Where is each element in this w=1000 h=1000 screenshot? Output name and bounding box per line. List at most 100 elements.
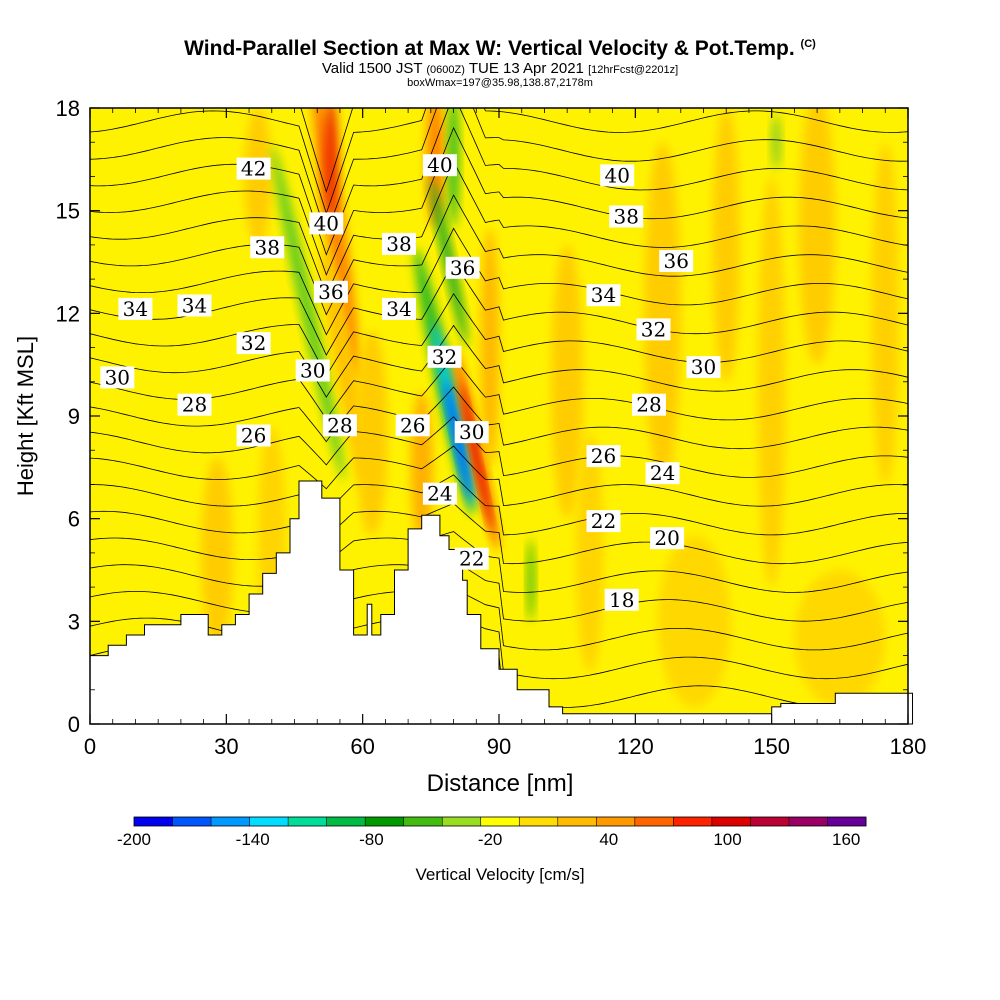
isentrope-label: 30: [454, 420, 489, 444]
isentrope-label-text: 22: [459, 547, 484, 571]
isentrope-label-box: [454, 547, 489, 570]
isentrope-label-text: 18: [609, 588, 634, 612]
isentrope-label-text: 30: [691, 355, 716, 379]
isentrope-line: [90, 474, 908, 536]
isentrope-label-box: [322, 414, 357, 437]
valid-date: TUE 13 Apr 2021: [468, 60, 584, 77]
isentrope-label: 20: [650, 526, 685, 550]
isentrope-label-text: 32: [641, 317, 666, 341]
y-tick-label: 0: [68, 712, 80, 737]
isentrope-label: 42: [236, 157, 271, 181]
isentrope-label: 18: [604, 588, 639, 612]
colorbar-tick-label: 40: [599, 830, 618, 849]
x-tick-label: 0: [84, 734, 96, 759]
chart-subtitle: boxWmax=197@35.98,138.87,2178m: [407, 77, 593, 89]
velocity-cell: [460, 383, 493, 531]
y-tick-label: 15: [56, 199, 80, 224]
colorbar-tick-label: -200: [117, 830, 151, 849]
colorbar-swatch: [326, 817, 366, 826]
isentrope-label: 28: [322, 413, 357, 437]
isentrope-label-text: 32: [432, 345, 457, 369]
y-tick-label: 9: [68, 404, 80, 429]
isentrope-label-box: [454, 421, 489, 444]
isentrope-label-box: [645, 462, 680, 485]
colorbar-swatch: [596, 817, 636, 826]
chart-title-copyright: (C): [800, 38, 816, 50]
isentrope-line: [90, 292, 908, 377]
isentrope-label: 40: [422, 153, 457, 177]
velocity-cell: [355, 330, 388, 536]
x-tick-label: 150: [753, 734, 790, 759]
colorbar-swatch: [211, 817, 251, 826]
colorbar-tick-label: 160: [832, 830, 860, 849]
isentrope-label-text: 36: [663, 249, 688, 273]
colorbar-swatch: [365, 817, 405, 826]
isentrope-label-box: [295, 359, 330, 382]
chart-title: Wind-Parallel Section at Max W: Vertical…: [0, 37, 1000, 61]
isentrope-label: 22: [454, 547, 489, 571]
x-tick-label: 120: [617, 734, 654, 759]
x-tick-label: 180: [890, 734, 927, 759]
isentrope-label-box: [382, 297, 416, 320]
isentrope-line: [90, 108, 908, 236]
isentrope-label: 34: [118, 297, 153, 321]
velocity-cell: [576, 433, 604, 673]
velocity-cell: [871, 142, 899, 485]
isentrope-label-text: 24: [427, 482, 452, 506]
isentrope-label: 34: [177, 294, 212, 318]
isentrope-label: 38: [250, 235, 285, 259]
forecast-tag: [12hrFcst@2201z]: [588, 64, 679, 76]
isentrope-label-text: 32: [241, 331, 266, 355]
isentrope-label-box: [309, 212, 344, 235]
isentrope-label: 36: [313, 280, 348, 304]
isentrope-label: 22: [586, 509, 621, 533]
isentrope-label: 26: [236, 424, 271, 448]
velocity-cell: [527, 539, 535, 622]
isentrope-line: [90, 445, 908, 507]
isentrope-line: [90, 416, 908, 478]
colorbar-swatch: [403, 817, 443, 826]
isentrope-label-text: 30: [459, 420, 484, 444]
isentrope-label-box: [445, 256, 480, 279]
isentrope-line: [90, 108, 908, 215]
isentrope-label-text: 26: [241, 424, 266, 448]
isentrope-label-box: [236, 424, 271, 447]
colorbar-swatch: [249, 817, 289, 826]
isentrope-label: 36: [445, 256, 480, 280]
isentrope-line: [90, 260, 908, 356]
isentrope-label-box: [636, 318, 671, 341]
colorbar-swatch: [288, 817, 328, 826]
isentrope-line: [90, 160, 908, 296]
isentrope-label: 32: [636, 317, 671, 341]
isentrope-label: 40: [309, 211, 344, 235]
y-tick-label: 18: [56, 96, 80, 121]
isentrope-label: 38: [609, 205, 644, 229]
isentrope-label-text: 38: [386, 232, 411, 256]
isentrope-line: [90, 587, 908, 651]
colorbar-tick-label: -20: [478, 830, 503, 849]
isentrope-label-box: [250, 236, 285, 259]
isentrope-label: 40: [600, 163, 635, 187]
isentrope-label: 38: [382, 232, 416, 256]
isentrope-label-box: [686, 356, 721, 379]
isentrope-label: 30: [295, 359, 330, 383]
isentrope-label: 30: [100, 365, 135, 389]
isentrope-label-box: [586, 510, 621, 533]
isentrope-label: 24: [645, 461, 680, 485]
isentrope-label-text: 24: [650, 461, 675, 485]
valid-time-line: Valid 1500 JST (0600Z) TUE 13 Apr 2021 […: [0, 60, 1000, 77]
isentrope-label-text: 40: [314, 211, 339, 235]
isentrope-label-text: 28: [182, 393, 207, 417]
chart-title-main: Wind-Parallel Section at Max W: Vertical…: [184, 37, 795, 60]
isentrope-label-box: [422, 482, 457, 505]
isentrope-label-box: [100, 366, 135, 389]
isentrope-line: [90, 126, 908, 276]
isentrope-label-box: [422, 154, 457, 177]
isentrope-label-box: [600, 164, 635, 187]
x-tick-label: 90: [487, 734, 511, 759]
isentrope-label: 30: [686, 355, 721, 379]
isentrope-label-text: 28: [327, 413, 352, 437]
isentrope-label-text: 34: [591, 283, 616, 307]
colorbar-tick-label: 100: [713, 830, 741, 849]
